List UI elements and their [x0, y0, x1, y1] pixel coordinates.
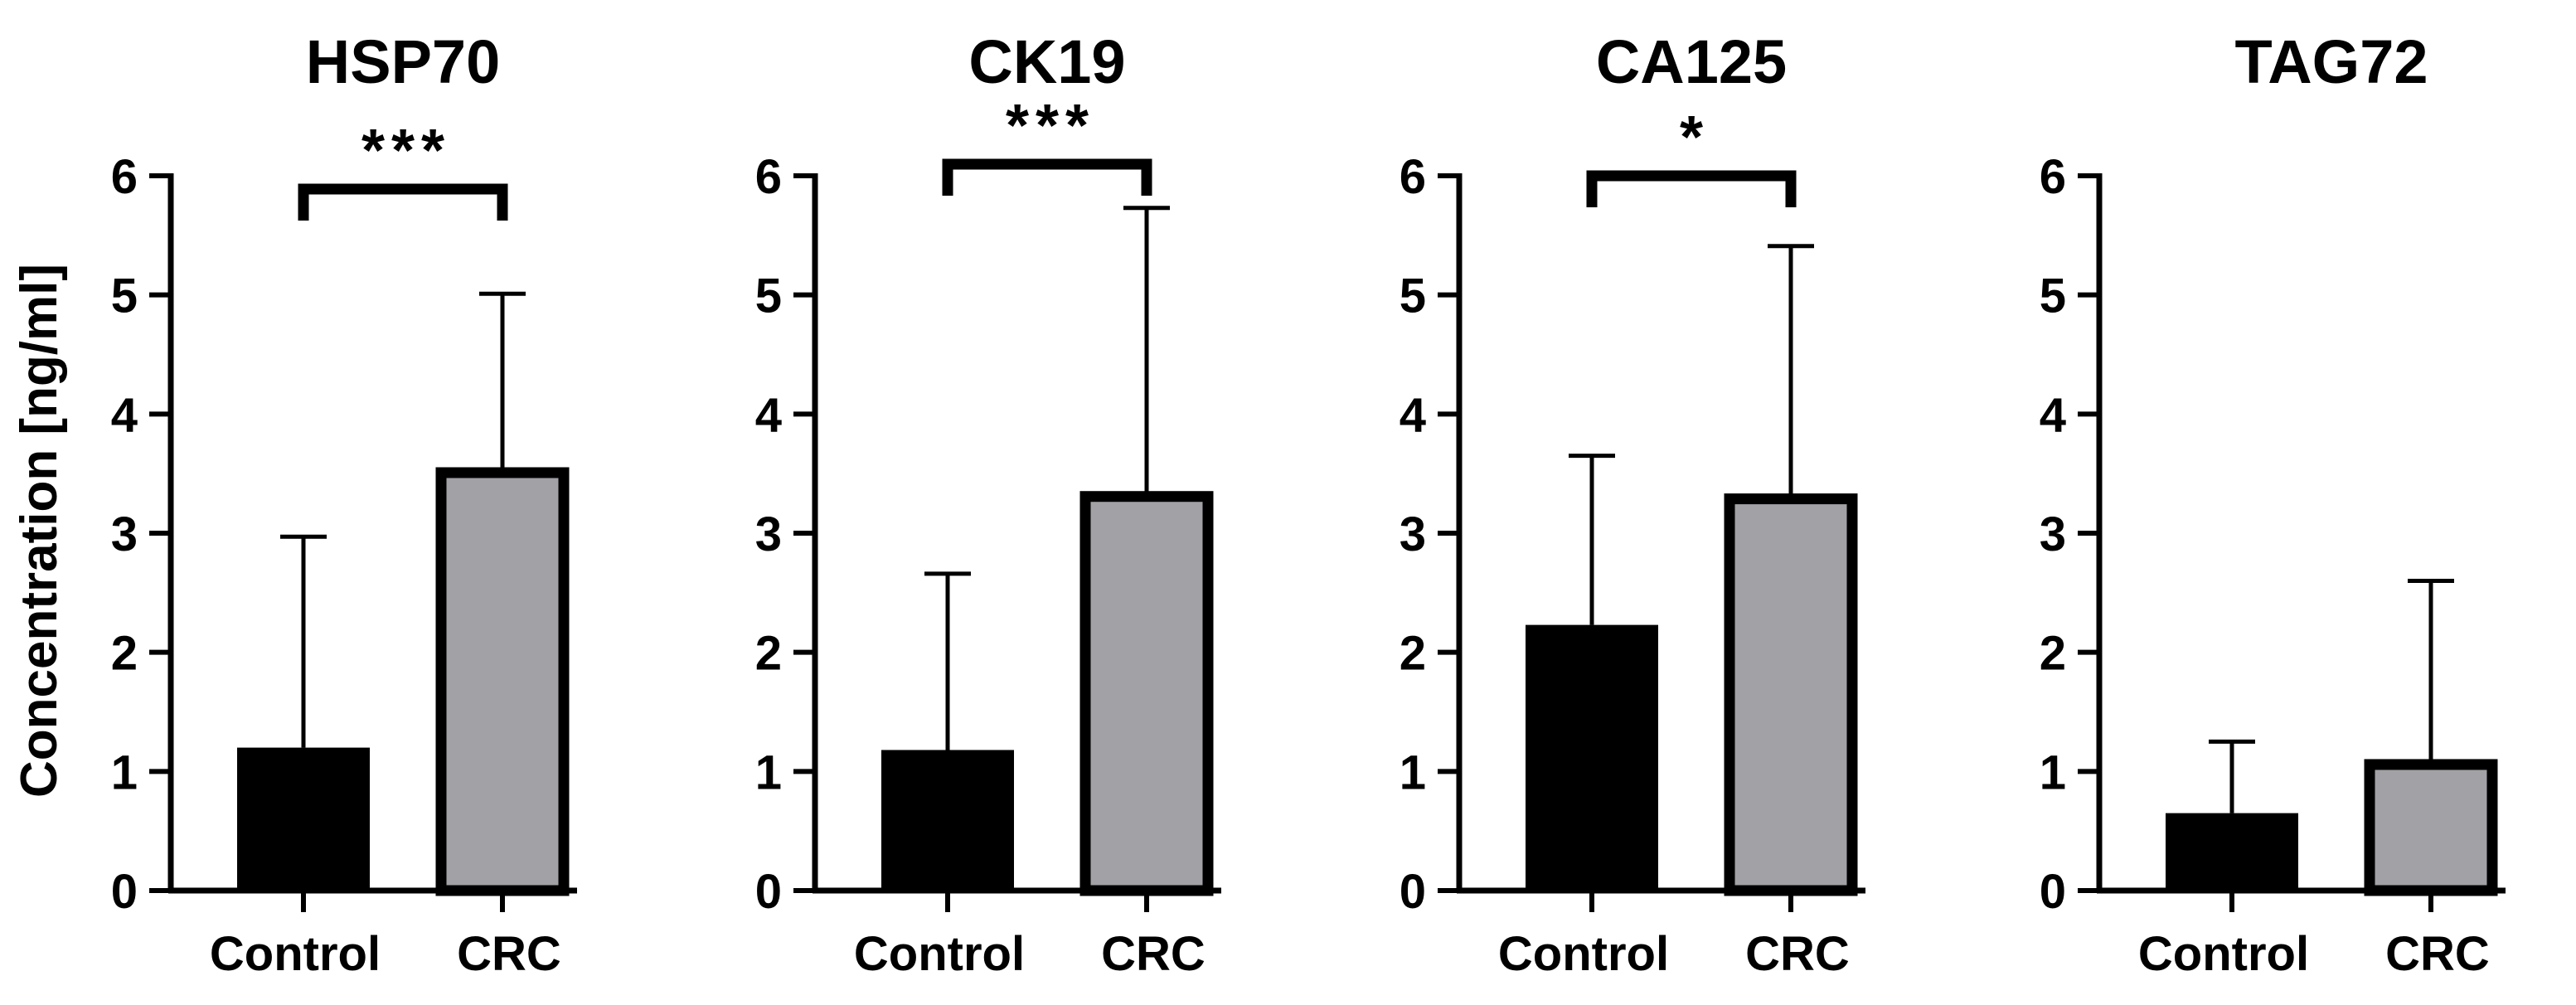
panel-4-y-tick-label-0: 0	[2040, 865, 2066, 919]
panel-1-significance-label: ***	[361, 118, 451, 184]
panel-4-y-tick-label-6: 6	[2040, 150, 2066, 204]
panel-3-y-tick-label-2: 2	[1400, 627, 1426, 681]
panel-3-y-tick-label-0: 0	[1400, 865, 1426, 919]
panel-3-crc-label: CRC	[1745, 927, 1850, 981]
panel-3-y-tick-label-3: 3	[1400, 507, 1426, 561]
panel-2-y-tick-label-3: 3	[755, 507, 782, 561]
panel-4-y-tick-label-5: 5	[2040, 269, 2066, 323]
panel-1-y-tick-label-0: 0	[111, 865, 138, 919]
panel-1-crc-label: CRC	[457, 927, 561, 981]
panel-1-y-tick-label-2: 2	[111, 627, 138, 681]
panel-1-y-tick-label-5: 5	[111, 269, 138, 323]
panel-4-crc-label: CRC	[2385, 927, 2490, 981]
panel-1-y-tick-label-6: 6	[111, 150, 138, 204]
panel-1-significance-bracket	[298, 183, 508, 221]
panel-2-y-tick-label-5: 5	[755, 269, 782, 323]
panel-4-control-bar	[2166, 813, 2298, 891]
panel-4-crc-bar	[2364, 759, 2498, 896]
panel-2-crc-label: CRC	[1101, 927, 1206, 981]
panel-2-y-tick-label-4: 4	[755, 388, 782, 442]
panel-3-significance-bracket	[1586, 170, 1797, 207]
panel-3-control-label: Control	[1498, 927, 1669, 981]
panel-4-y-tick-label-4: 4	[2040, 388, 2066, 442]
panel-3-y-tick-label-1: 1	[1400, 745, 1426, 799]
y-axis-label: Concentration [ng/ml]	[11, 264, 68, 798]
panel-3-crc-bar	[1724, 493, 1858, 896]
panel-2-y-tick-label-2: 2	[755, 627, 782, 681]
panel-2-y-tick-label-1: 1	[755, 745, 782, 799]
panel-3-y-tick-label-5: 5	[1400, 269, 1426, 323]
panel-3-significance-label: *	[1680, 104, 1710, 171]
panel-4-y-tick-label-3: 3	[2040, 507, 2066, 561]
panel-3-title: CA125	[1596, 27, 1787, 96]
panel-3-control-bar	[1526, 624, 1658, 891]
panel-2-significance-label: ***	[1006, 93, 1095, 159]
panel-2-control-label: Control	[854, 927, 1025, 981]
panel-1-y-tick-label-3: 3	[111, 507, 138, 561]
panel-1-y-tick-label-4: 4	[111, 388, 138, 442]
panel-1-title: HSP70	[306, 27, 500, 96]
panel-1-crc-bar	[435, 467, 570, 896]
panel-4-control-label: Control	[2138, 927, 2309, 981]
panel-2-y-tick-label-0: 0	[755, 865, 782, 919]
panel-3-y-tick-label-4: 4	[1400, 388, 1426, 442]
panel-2-control-bar	[881, 750, 1014, 891]
panel-1-control-bar	[237, 747, 370, 891]
panel-4-title: TAG72	[2234, 27, 2428, 96]
panel-3-y-tick-label-6: 6	[1400, 150, 1426, 204]
panel-2-significance-bracket	[942, 158, 1152, 196]
panel-2-y-tick-label-6: 6	[755, 150, 782, 204]
panel-1-control-label: Control	[210, 927, 381, 981]
panel-2-title: CK19	[968, 27, 1125, 96]
panel-1-y-tick-label-1: 1	[111, 745, 138, 799]
panel-2-crc-bar	[1079, 491, 1214, 896]
panel-4-y-tick-label-1: 1	[2040, 745, 2066, 799]
panel-4-y-tick-label-2: 2	[2040, 627, 2066, 681]
